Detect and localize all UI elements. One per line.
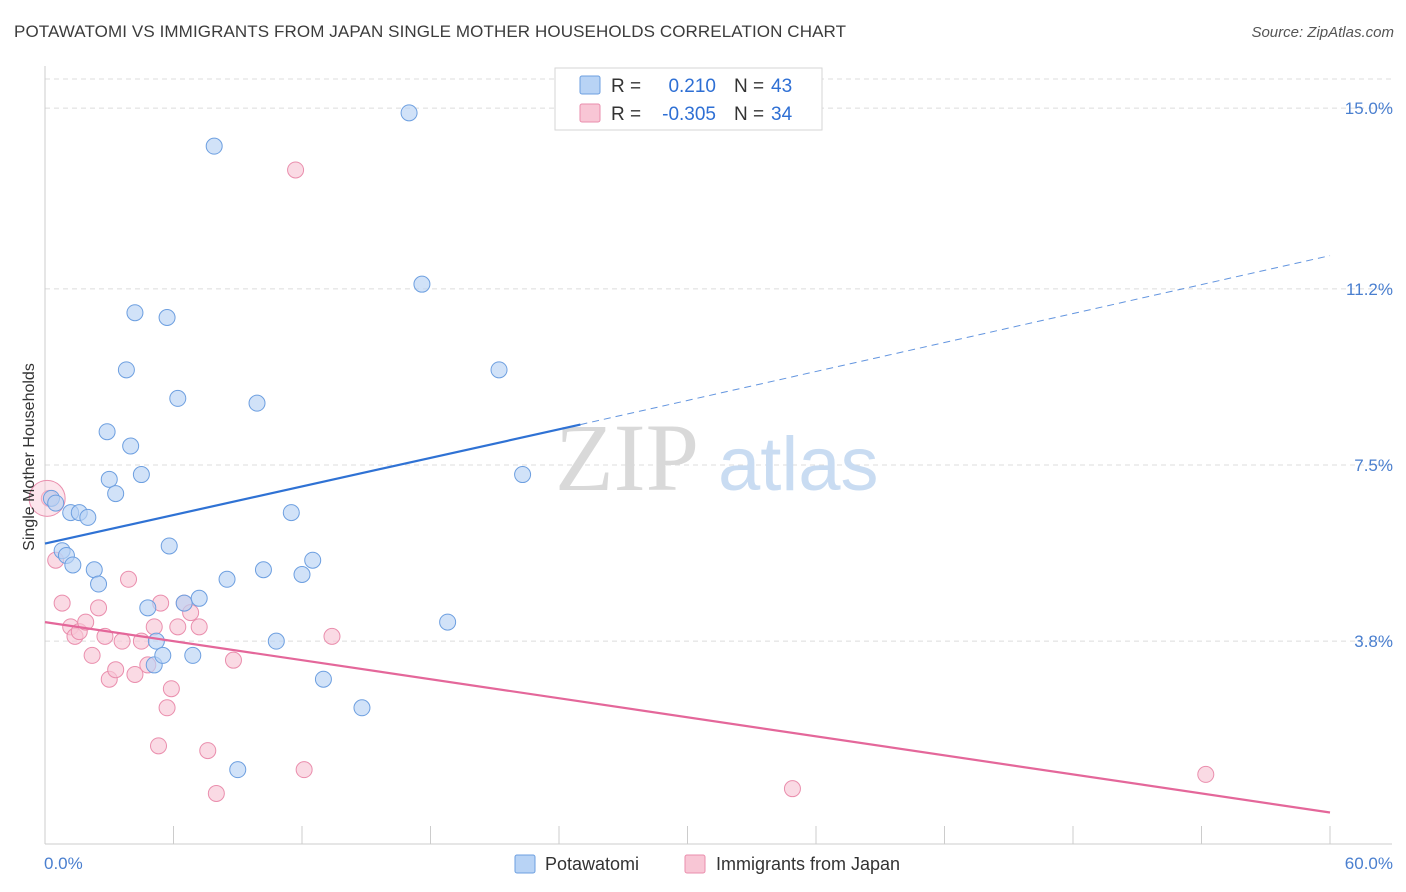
data-point-potawatomi	[400, 104, 418, 122]
stats-r-value-2: -0.305	[662, 104, 716, 125]
data-point-japan	[783, 780, 801, 798]
axes	[44, 66, 1392, 845]
data-point-japan	[150, 737, 168, 755]
y-tick-label: 3.8%	[1354, 632, 1393, 651]
data-point-japan	[120, 570, 138, 588]
legend-label-potawatomi: Potawatomi	[545, 854, 639, 874]
x-tick-label-max: 60.0%	[1345, 854, 1393, 873]
stats-n-value-1: 43	[771, 76, 792, 97]
y-axis-title: Single Mother Households	[21, 363, 38, 551]
data-point-potawatomi	[282, 504, 300, 522]
stats-n-label-1: N =	[734, 76, 764, 97]
source-credit: Source: ZipAtlas.com	[1251, 24, 1394, 41]
y-tick-labels: 3.8% 7.5% 11.2% 15.0%	[1345, 99, 1393, 651]
data-point-potawatomi	[47, 494, 65, 512]
data-point-japan	[53, 594, 71, 612]
data-point-potawatomi	[85, 561, 103, 579]
data-point-potawatomi	[100, 470, 118, 488]
data-point-potawatomi	[175, 594, 193, 612]
y-tick-label: 15.0%	[1345, 99, 1393, 118]
trendline-potawatomi	[44, 423, 581, 545]
data-point-potawatomi	[98, 423, 116, 441]
stats-n-label-2: N =	[734, 104, 764, 125]
stats-n-value-2: 34	[771, 104, 793, 125]
data-point-potawatomi	[158, 308, 176, 326]
data-point-japan	[90, 599, 108, 617]
data-point-japan	[323, 627, 341, 645]
data-point-japan	[77, 613, 95, 631]
data-point-japan	[295, 761, 313, 779]
data-point-potawatomi	[293, 566, 311, 584]
data-point-potawatomi	[490, 361, 508, 379]
data-point-japan	[145, 618, 163, 636]
x-tick-label-min: 0.0%	[44, 854, 83, 873]
data-point-japan	[224, 651, 242, 669]
series-potawatomi	[42, 104, 532, 779]
watermark-zip: ZIP	[555, 404, 699, 511]
data-point-potawatomi	[229, 761, 247, 779]
data-point-potawatomi	[205, 137, 223, 155]
data-point-potawatomi	[126, 304, 144, 322]
stats-r-value-1: 0.210	[668, 76, 716, 97]
data-point-potawatomi	[184, 646, 202, 664]
stats-r-label-1: R =	[611, 76, 641, 97]
data-point-potawatomi	[413, 275, 431, 293]
data-point-potawatomi	[353, 699, 371, 717]
watermark-atlas: atlas	[718, 422, 879, 507]
data-point-japan	[126, 665, 144, 683]
data-point-potawatomi	[64, 556, 82, 574]
stats-r-label-2: R =	[611, 104, 641, 125]
data-point-potawatomi	[514, 466, 532, 484]
chart-title: POTAWATOMI VS IMMIGRANTS FROM JAPAN SING…	[14, 22, 847, 41]
data-point-potawatomi	[107, 485, 125, 503]
trendline-japan	[44, 621, 1331, 814]
series-legend: Potawatomi Immigrants from Japan	[514, 854, 900, 874]
y-tick-label: 7.5%	[1354, 456, 1393, 475]
data-point-potawatomi	[248, 394, 266, 412]
data-point-potawatomi	[90, 575, 108, 593]
data-point-japan	[199, 742, 217, 760]
data-point-potawatomi	[254, 561, 272, 579]
data-point-japan	[207, 784, 225, 802]
stats-swatch-japan	[579, 103, 601, 123]
data-point-japan	[162, 680, 180, 698]
watermark: ZIP atlas	[555, 404, 879, 511]
data-point-japan	[83, 646, 101, 664]
data-point-japan	[287, 161, 305, 179]
data-point-potawatomi	[190, 589, 208, 607]
data-point-japan	[107, 661, 125, 679]
legend-swatch-potawatomi	[514, 854, 536, 874]
data-point-japan	[190, 618, 208, 636]
data-point-potawatomi	[154, 646, 172, 664]
trendline-potawatomi-extension	[580, 255, 1331, 426]
data-point-potawatomi	[79, 508, 97, 526]
data-point-potawatomi	[439, 613, 457, 631]
data-point-potawatomi	[139, 599, 157, 617]
trendlines	[44, 255, 1331, 814]
data-point-potawatomi	[147, 632, 165, 650]
data-point-potawatomi	[304, 551, 322, 569]
data-point-japan	[169, 618, 187, 636]
data-point-japan	[1197, 765, 1215, 783]
data-point-potawatomi	[132, 466, 150, 484]
stats-swatch-potawatomi	[579, 75, 601, 95]
data-point-japan	[113, 632, 131, 650]
data-point-potawatomi	[122, 437, 140, 455]
data-point-potawatomi	[218, 570, 236, 588]
y-tick-label: 11.2%	[1346, 280, 1393, 299]
data-point-potawatomi	[117, 361, 135, 379]
data-point-potawatomi	[169, 389, 187, 407]
data-point-potawatomi	[267, 632, 285, 650]
legend-swatch-japan	[684, 854, 706, 874]
data-point-potawatomi	[314, 670, 332, 688]
data-point-japan	[158, 699, 176, 717]
stats-legend: R = 0.210 N = 43 R = -0.305 N = 34	[554, 67, 823, 131]
x-tick-labels: 0.0% 60.0%	[44, 854, 1393, 873]
gridlines	[45, 78, 1392, 642]
data-point-potawatomi	[160, 537, 178, 555]
legend-label-japan: Immigrants from Japan	[716, 854, 900, 874]
